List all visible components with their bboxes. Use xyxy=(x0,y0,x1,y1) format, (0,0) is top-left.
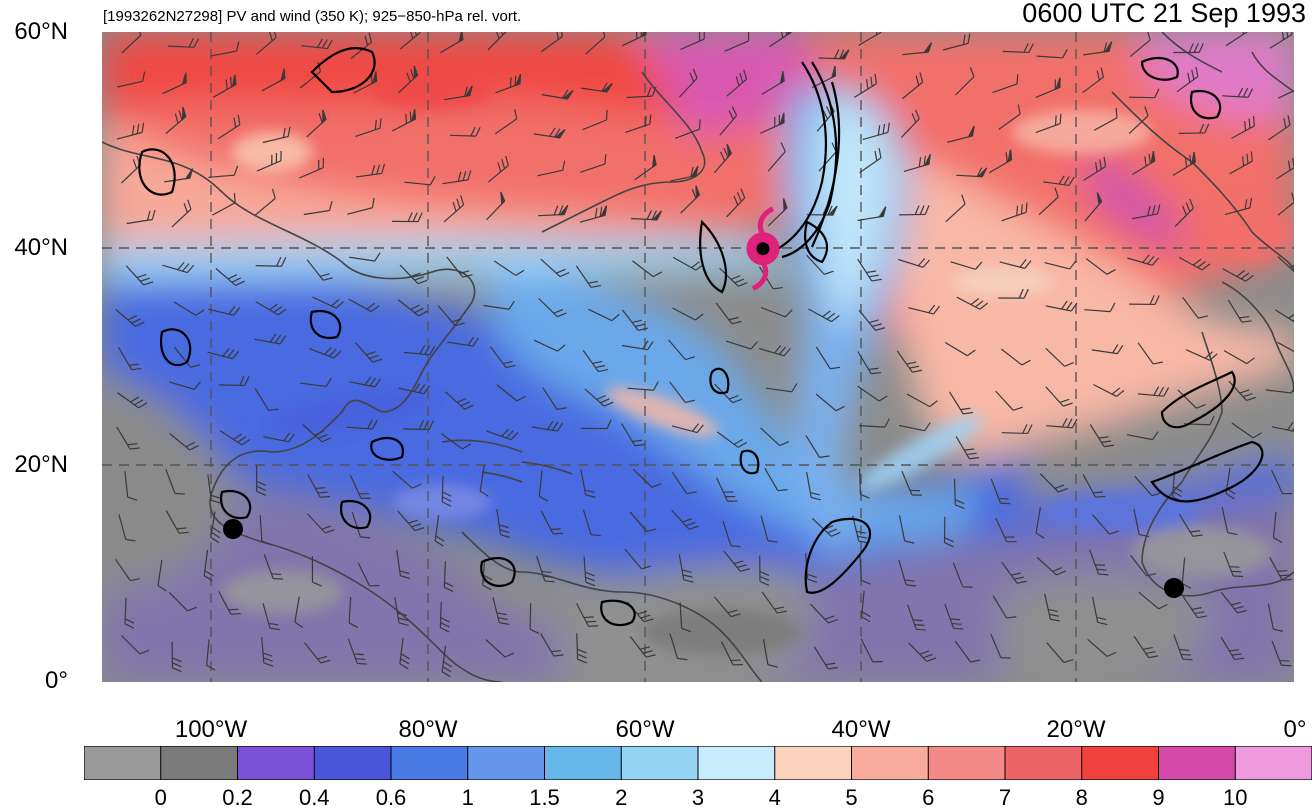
colorbar-label: 5 xyxy=(845,785,857,811)
plot-subtitle: [1993262N27298] PV and wind (350 K); 925… xyxy=(103,8,521,25)
colorbar-label: 1.5 xyxy=(529,785,560,811)
colorbar-swatch xyxy=(468,746,545,780)
pv-colorbar xyxy=(84,746,1312,780)
plot-timestamp: 0600 UTC 21 Sep 1993 xyxy=(1022,0,1306,29)
colorbar-swatch xyxy=(1005,746,1082,780)
colorbar-label: 2 xyxy=(615,785,627,811)
colorbar-label: 0 xyxy=(155,785,167,811)
colorbar-swatch xyxy=(1159,746,1236,780)
colorbar-swatch xyxy=(698,746,775,780)
colorbar-swatch xyxy=(852,746,929,780)
colorbar-swatch xyxy=(1235,746,1312,780)
colorbar-swatch xyxy=(391,746,468,780)
colorbar-swatch xyxy=(314,746,391,780)
lat-label-20n: 20°N xyxy=(0,451,68,479)
colorbar-label: 4 xyxy=(769,785,781,811)
colorbar-label: 6 xyxy=(922,785,934,811)
lon-label-60w: 60°W xyxy=(616,716,675,744)
colorbar-label: 0.6 xyxy=(376,785,407,811)
colorbar-label: 0.2 xyxy=(222,785,253,811)
colorbar-swatch xyxy=(84,746,161,780)
colorbar-swatch xyxy=(238,746,315,780)
colorbar-label: 3 xyxy=(692,785,704,811)
colorbar-label: 1 xyxy=(462,785,474,811)
lat-label-0: 0° xyxy=(0,667,68,695)
colorbar-label: 10 xyxy=(1223,785,1247,811)
lon-label-80w: 80°W xyxy=(399,716,458,744)
colorbar-swatch xyxy=(161,746,238,780)
colorbar-swatch xyxy=(1082,746,1159,780)
lat-label-40n: 40°N xyxy=(0,234,68,262)
lat-label-60n: 60°N xyxy=(0,18,68,46)
vorticity-max-marker-west xyxy=(223,519,243,539)
colorbar-label: 0.4 xyxy=(299,785,330,811)
vorticity-max-marker-east xyxy=(1164,578,1184,598)
colorbar-label: 8 xyxy=(1076,785,1088,811)
colorbar-label: 9 xyxy=(1152,785,1164,811)
colorbar-swatch xyxy=(928,746,1005,780)
lon-label-100w: 100°W xyxy=(175,716,247,744)
pv-map xyxy=(102,32,1294,682)
colorbar-label: 7 xyxy=(999,785,1011,811)
lon-label-40w: 40°W xyxy=(832,716,891,744)
colorbar-swatch xyxy=(545,746,622,780)
lon-label-0: 0° xyxy=(1284,716,1307,744)
colorbar-swatch xyxy=(621,746,698,780)
lon-label-20w: 20°W xyxy=(1047,716,1106,744)
colorbar-swatch xyxy=(775,746,852,780)
